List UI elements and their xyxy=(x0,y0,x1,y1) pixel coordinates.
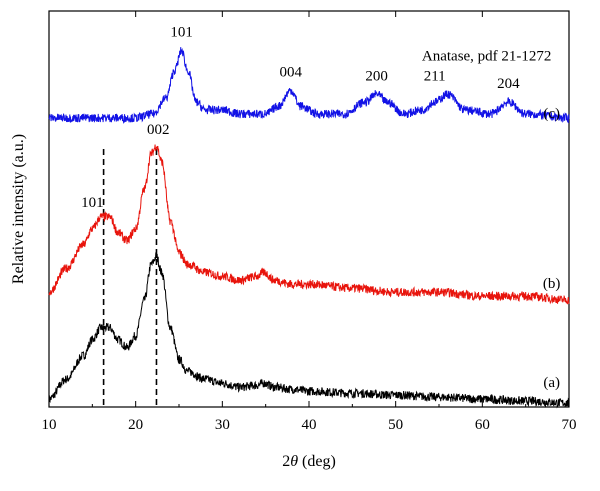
series-line-0 xyxy=(48,252,570,409)
x-tick-label: 10 xyxy=(42,417,57,433)
peak-label: 211 xyxy=(424,68,446,84)
peak-label: 204 xyxy=(497,76,520,92)
series-lines xyxy=(48,47,570,409)
x-tick-label: 70 xyxy=(562,417,577,433)
series-line-2 xyxy=(48,47,570,125)
x-axis-title-prefix: 2 xyxy=(282,453,290,470)
peak-label: 101 xyxy=(81,195,104,211)
series-label: (b) xyxy=(543,276,561,292)
x-tick-label: 40 xyxy=(302,417,317,433)
note-text: Anatase, pdf 21-1272 xyxy=(422,49,552,65)
x-axis-title: 2θ (deg) xyxy=(282,453,336,470)
x-tick-label: 30 xyxy=(215,417,230,433)
x-ticks: 10 20 30 40 50 60 70 xyxy=(42,11,577,433)
x-tick-label: 20 xyxy=(128,417,143,433)
x-axis-title-suffix: (deg) xyxy=(298,453,336,470)
peak-label: 004 xyxy=(280,64,303,80)
peak-label: 200 xyxy=(365,68,388,84)
dashed-markers xyxy=(102,145,158,406)
series-label: (a) xyxy=(543,375,560,391)
peak-label: 101 xyxy=(170,25,193,41)
peak-label: 002 xyxy=(147,122,170,138)
peak-labels: 101 004 200 211 204 002 101 xyxy=(81,25,520,211)
x-tick-label: 50 xyxy=(388,417,403,433)
y-axis-title: Relative intensity (a.u.) xyxy=(10,134,27,284)
series-line-1 xyxy=(48,144,570,305)
series-label: (c) xyxy=(543,106,560,122)
x-tick-label: 60 xyxy=(475,417,490,433)
series-labels: (c) (b) (a) xyxy=(543,106,561,391)
x-axis-title-symbol: θ xyxy=(290,453,298,470)
